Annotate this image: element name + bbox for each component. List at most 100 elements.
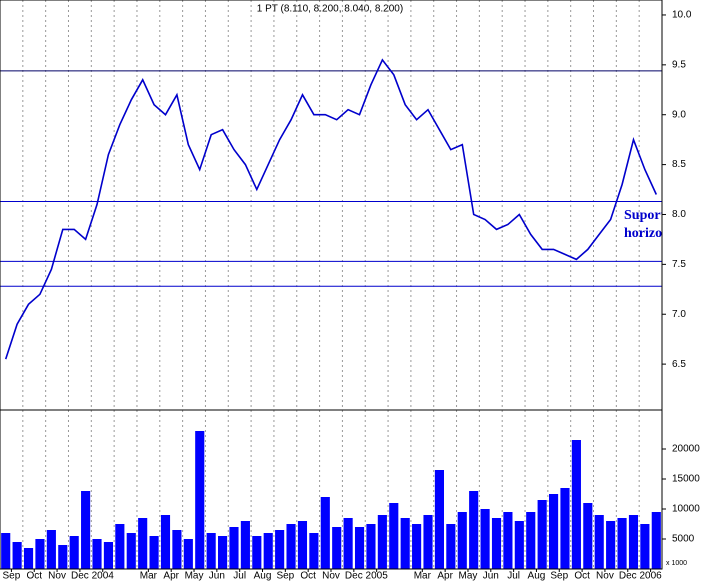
x-tick-label: Jul <box>507 571 520 582</box>
volume-bar <box>537 500 547 569</box>
y-tick-label: 7.0 <box>672 309 686 320</box>
volume-bar <box>275 530 285 569</box>
volume-bar <box>400 518 410 569</box>
volume-bar <box>446 524 456 569</box>
volume-bar <box>389 503 399 569</box>
x-tick-label: Sep <box>276 571 294 582</box>
volume-bar <box>617 518 627 569</box>
volume-bar <box>81 491 91 569</box>
volume-bar <box>480 509 490 569</box>
y-tick-label: 9.5 <box>672 59 686 70</box>
volume-bar <box>103 542 113 569</box>
x-tick-label: May <box>459 571 478 582</box>
x-tick-label: Aug <box>254 571 272 582</box>
annotation: Suport <box>624 208 666 223</box>
volume-bar <box>206 533 216 569</box>
volume-bar <box>491 518 502 569</box>
volume-bar <box>343 518 353 569</box>
volume-bar <box>263 533 273 569</box>
x-tick-label: Dec <box>71 571 89 582</box>
x-tick-label: Jul <box>233 571 246 582</box>
unit-label: x 1000 <box>666 560 687 567</box>
x-tick-label: Sep <box>550 571 568 582</box>
volume-bar <box>332 527 342 569</box>
y-tick-label: 5000 <box>672 534 695 545</box>
x-tick-label: Nov <box>596 571 614 582</box>
x-tick-label: Apr <box>437 571 453 582</box>
x-tick-label: Oct <box>574 571 590 582</box>
volume-bar <box>92 539 102 569</box>
volume-bar <box>69 536 79 569</box>
volume-bar <box>354 527 365 569</box>
x-tick-label: Nov <box>48 571 66 582</box>
x-tick-label: Mar <box>140 571 158 582</box>
volume-bar <box>503 512 513 569</box>
price-plot: Suport horizon <box>0 58 670 360</box>
x-tick-label: Jun <box>209 571 225 582</box>
volume-bar <box>514 521 524 569</box>
volume-bar <box>138 518 148 569</box>
volume-bar <box>560 488 570 569</box>
volume-bar <box>195 431 205 569</box>
volume-bar <box>12 542 22 569</box>
annotation: horizon <box>624 226 670 241</box>
volume-bar <box>1 533 11 569</box>
x-tick-label: May <box>185 571 204 582</box>
volume-bar <box>218 536 228 569</box>
volume-bar <box>366 524 376 569</box>
x-tick-label: 2006 <box>639 571 662 582</box>
volume-bar <box>640 524 650 569</box>
x-tick-label: Apr <box>163 571 179 582</box>
volume-bar <box>240 521 250 569</box>
volume-bar <box>320 497 330 569</box>
x-tick-label: Sep <box>3 571 21 582</box>
volume-bar <box>651 512 661 569</box>
volume-bar <box>469 491 479 569</box>
volume-bar <box>46 530 56 569</box>
volume-bar <box>457 512 467 569</box>
volume-bar <box>149 536 159 569</box>
y-tick-label: 20000 <box>672 444 700 455</box>
volume-bar <box>126 533 136 569</box>
volume-bar <box>628 515 639 569</box>
panel-frame <box>0 409 663 570</box>
volume-bar <box>286 524 296 569</box>
volume-bar <box>571 440 581 569</box>
x-tick-label: Nov <box>322 571 340 582</box>
volume-bar <box>183 539 193 569</box>
x-tick-label: Aug <box>528 571 546 582</box>
y-tick-label: 15000 <box>672 474 700 485</box>
x-tick-label: Jun <box>483 571 499 582</box>
y-tick-label: 8.0 <box>672 209 686 220</box>
volume-bar <box>115 524 125 569</box>
volume-bar <box>229 527 239 569</box>
y-tick-label: 10.0 <box>672 10 692 21</box>
volume-bar <box>526 512 536 569</box>
volume-bar <box>58 545 68 569</box>
volume-bar <box>252 536 262 569</box>
volume-bar <box>297 521 308 569</box>
x-tick-label: Mar <box>414 571 432 582</box>
y-tick-label: 10000 <box>672 504 700 515</box>
x-tick-label: Oct <box>26 571 42 582</box>
volume-bar <box>594 515 604 569</box>
chart-title: 1 PT (8.110, 8.200, 8.040, 8.200) <box>257 4 403 15</box>
volume-bar <box>160 515 171 569</box>
volume-bar <box>434 470 444 569</box>
y-tick-label: 8.5 <box>672 159 686 170</box>
x-tick-label: Oct <box>300 571 316 582</box>
volume-bar <box>583 503 593 569</box>
volume-bar <box>423 515 433 569</box>
y-tick-label: 9.0 <box>672 109 686 120</box>
volume-bar <box>172 530 182 569</box>
x-tick-label: Dec <box>345 571 363 582</box>
x-tick-label: 2005 <box>366 571 389 582</box>
y-tick-label: 6.5 <box>672 359 686 370</box>
volume-bar <box>377 515 387 569</box>
x-tick-label: Dec <box>619 571 637 582</box>
volume-bar <box>412 524 422 569</box>
x-tick-label: 2004 <box>92 571 115 582</box>
volume-bar <box>35 539 45 569</box>
